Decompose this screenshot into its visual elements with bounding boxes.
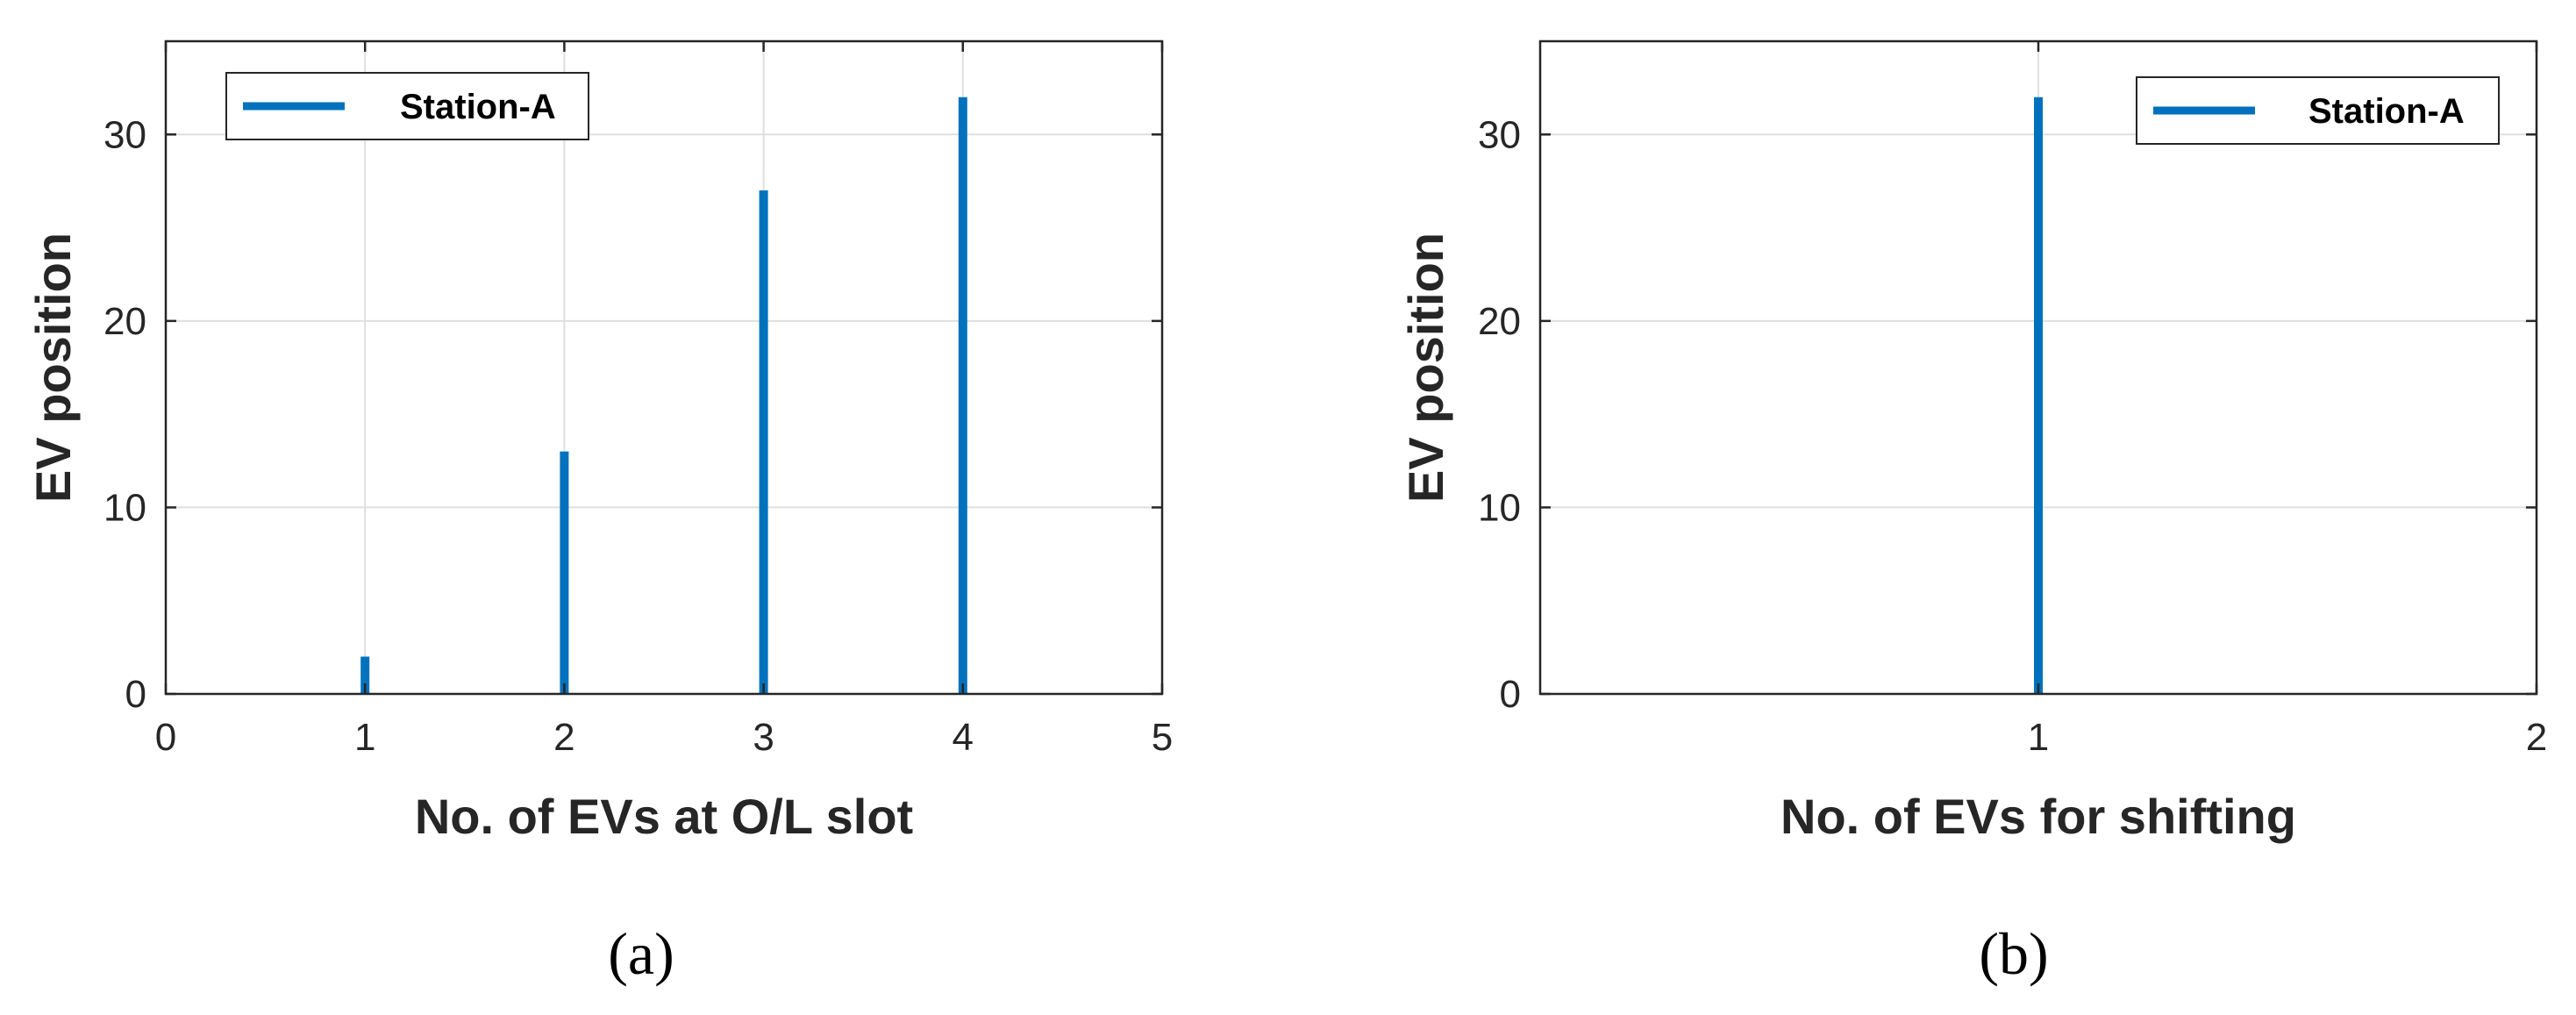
bars-a xyxy=(360,96,967,695)
y-axis-label-b: EV position xyxy=(1398,232,1453,503)
x-tick-label-a: 1 xyxy=(354,716,375,759)
bar-a-1 xyxy=(360,656,370,694)
panel-label-b: (b) xyxy=(1979,920,2048,987)
x-tick-label-a: 3 xyxy=(753,716,774,759)
chart-a: 0 1 2 3 4 5 0 10 20 30 No. of EVs at O/L slot EV … xyxy=(25,39,1173,987)
y-axis-label-a: EV position xyxy=(25,232,81,503)
x-tick-label-a: 4 xyxy=(953,716,974,759)
x-axis-label-a: No. of EVs at O/L slot xyxy=(415,789,913,844)
y-tick-label-b: 20 xyxy=(1478,300,1521,343)
y-tick-label-a: 10 xyxy=(103,486,146,529)
y-tick-label-a: 0 xyxy=(125,673,146,716)
x-tick-label-a: 5 xyxy=(1152,716,1173,759)
legend-label-a: Station-A xyxy=(400,88,556,126)
y-tick-label-a: 30 xyxy=(103,113,146,156)
y-tick-label-b: 30 xyxy=(1478,113,1521,156)
legend-label-b: Station-A xyxy=(2308,92,2465,131)
bar-a-3 xyxy=(759,190,768,695)
y-tick-label-b: 0 xyxy=(1500,673,1521,716)
legend-a: Station-A xyxy=(225,72,589,140)
tick-labels-a: 0 1 2 3 4 5 0 10 20 30 xyxy=(103,113,1173,759)
y-tick-label-a: 20 xyxy=(103,300,146,343)
x-axis-label-b: No. of EVs for shifting xyxy=(1780,789,2296,844)
bar-a-2 xyxy=(560,451,569,694)
plot-area-a xyxy=(166,41,1162,694)
x-tick-label-b: 2 xyxy=(2526,716,2547,759)
axes-box-a xyxy=(164,39,1164,696)
bars-b xyxy=(2034,96,2043,695)
panel-label-a: (a) xyxy=(608,920,674,987)
ticks-b xyxy=(1540,41,2538,696)
x-tick-label-b: 1 xyxy=(2028,716,2049,759)
legend-b: Station-A xyxy=(2136,76,2500,145)
bar-b-1 xyxy=(2034,96,2043,695)
x-tick-label-a: 2 xyxy=(553,716,574,759)
bar-a-4 xyxy=(958,96,967,695)
x-tick-label-a: 0 xyxy=(155,716,176,759)
ticks-a xyxy=(164,41,1164,696)
y-tick-label-b: 10 xyxy=(1478,486,1521,529)
